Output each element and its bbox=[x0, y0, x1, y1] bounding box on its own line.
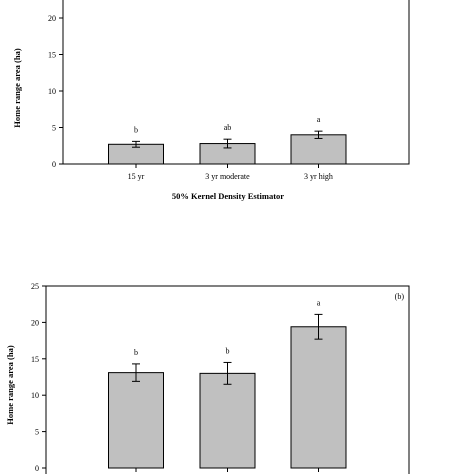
y-tick-label: 10 bbox=[48, 87, 56, 96]
y-tick-label: 5 bbox=[52, 124, 56, 133]
significance-label: b bbox=[226, 346, 230, 355]
x-axis-ticks-a: 15 yr 3 yr moderate 3 yr high bbox=[128, 164, 333, 181]
y-tick-label: 0 bbox=[35, 464, 39, 473]
chart-panel-b: 0 5 10 15 20 25 b b a (b) Home range area (ha) bbox=[5, 282, 410, 474]
significance-label: a bbox=[317, 115, 321, 124]
bar bbox=[108, 372, 164, 469]
bars-a: b ab a bbox=[108, 115, 347, 165]
bar bbox=[290, 134, 347, 165]
plot-frame-a bbox=[62, 0, 410, 165]
bars-b: b b a bbox=[108, 298, 347, 472]
y-tick-label: 15 bbox=[31, 355, 39, 364]
significance-label: a bbox=[317, 298, 321, 307]
y-tick-label: 10 bbox=[31, 391, 39, 400]
y-tick-label: 5 bbox=[35, 428, 39, 437]
y-tick-label: 20 bbox=[48, 14, 56, 23]
bar bbox=[199, 372, 256, 469]
y-tick-label: 20 bbox=[31, 318, 39, 327]
x-tick-label: 15 yr bbox=[128, 172, 145, 181]
bar bbox=[290, 326, 347, 469]
y-tick-label: 0 bbox=[52, 160, 56, 169]
x-tick-label: 3 yr moderate bbox=[205, 172, 250, 181]
y-tick-label: 25 bbox=[31, 282, 39, 291]
plot-frame-b bbox=[45, 285, 410, 474]
y-axis-ticks-b: 0 5 10 15 20 25 bbox=[31, 282, 46, 473]
significance-label: ab bbox=[224, 123, 232, 132]
chart-panel-a: 0 5 10 15 20 b ab a 15 yr 3 yr moderate 3 yr hig… bbox=[12, 0, 410, 201]
x-tick-label: 3 yr high bbox=[304, 172, 333, 181]
panel-label-b: (b) bbox=[395, 292, 405, 301]
x-axis-label-a: 50% Kernel Density Estimator bbox=[172, 191, 284, 201]
y-axis-label-b: Home range area (ha) bbox=[5, 345, 15, 425]
y-axis-label-a: Home range area (ha) bbox=[12, 48, 22, 128]
y-axis-ticks-a: 0 5 10 15 20 bbox=[48, 14, 63, 169]
significance-label: b bbox=[134, 125, 138, 134]
y-tick-label: 15 bbox=[48, 51, 56, 60]
significance-label: b bbox=[134, 348, 138, 357]
